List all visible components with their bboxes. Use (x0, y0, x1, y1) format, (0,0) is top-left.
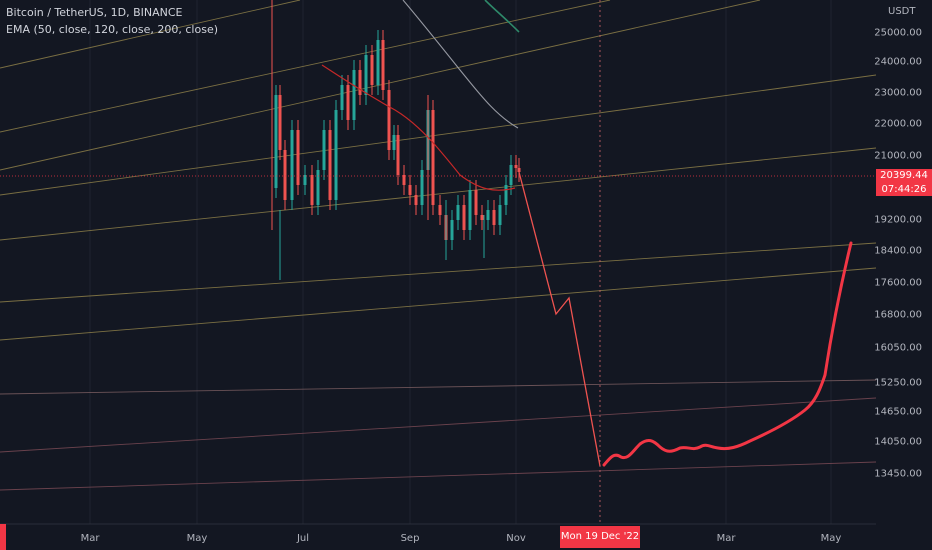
price-axis[interactable]: 25000.00 24000.00 23000.00 22000.00 21000.00… (874, 28, 922, 480)
price-tick-label: 16050.00 (874, 343, 922, 354)
fan-line (0, 379, 877, 395)
candle-body (274, 95, 278, 188)
candle-body (392, 135, 396, 150)
candle-body (381, 40, 385, 90)
candle-body (316, 170, 320, 205)
candle-body (514, 165, 518, 168)
candle-body (370, 55, 374, 85)
price-tick-label: 24000.00 (874, 57, 922, 68)
price-tick-label: 13450.00 (874, 469, 922, 480)
time-tick-label: Nov (506, 533, 526, 544)
price-tick-label: 22000.00 (874, 119, 922, 130)
candle-body (492, 210, 496, 225)
candle-body (364, 55, 368, 95)
symbol-title[interactable]: Bitcoin / TetherUS, 1D, BINANCE (6, 6, 183, 19)
fan-lines (0, 0, 877, 491)
candle-body (303, 175, 307, 185)
candle-body (517, 168, 521, 172)
fan-line (0, 0, 301, 69)
candle-body (480, 215, 484, 220)
time-tick-label: Jul (296, 533, 309, 544)
fan-line (0, 397, 877, 453)
price-axis-unit[interactable]: USDT (888, 6, 916, 17)
candle-body (402, 175, 406, 185)
candle-body (431, 110, 435, 205)
projection-drop-line (518, 171, 601, 467)
price-tick-label: 25000.00 (874, 28, 922, 39)
candle-body (296, 130, 300, 185)
candle-body (456, 205, 460, 220)
time-tick-label: Mar (717, 533, 737, 544)
fan-line (0, 267, 877, 341)
candle-body (334, 110, 338, 200)
price-tick-label: 23000.00 (874, 88, 922, 99)
bar-countdown-badge: 07:44:26 (876, 183, 932, 196)
time-axis-left-marker (0, 524, 6, 550)
candle-body (283, 150, 287, 200)
candle-body (387, 90, 391, 150)
indicator-legend[interactable]: EMA (50, close, 120, close, 200, close) (6, 23, 218, 36)
ema-120-line (402, 0, 519, 129)
price-tick-label: 14050.00 (874, 437, 922, 448)
ema-200-line (484, 0, 520, 33)
candle-body (504, 185, 508, 205)
fan-line (0, 74, 877, 196)
candle-body (414, 195, 418, 205)
fan-line (0, 242, 877, 303)
price-tick-label: 19200.00 (874, 215, 922, 226)
candle-body (376, 40, 380, 85)
candle-body (438, 205, 442, 215)
ema-lines (321, 0, 520, 191)
candle-body (420, 170, 424, 205)
candle-body (278, 95, 282, 150)
grid (89, 0, 832, 524)
price-tick-label: 16800.00 (874, 310, 922, 321)
projection-recovery-curve (602, 241, 853, 467)
time-tick-label: Mar (81, 533, 101, 544)
candle-body (290, 130, 294, 200)
price-tick-label: 17600.00 (874, 278, 922, 289)
candle-body (474, 190, 478, 215)
candle-body (310, 175, 314, 205)
time-tick-label: May (821, 533, 842, 544)
price-tick-label: 14650.00 (874, 407, 922, 418)
candle-body (408, 185, 412, 195)
candle-body (498, 205, 502, 225)
time-axis[interactable]: Mar May Jul Sep Nov Mar May (81, 533, 842, 544)
candle-body (486, 210, 490, 220)
ema-50-line (321, 64, 516, 191)
candle-body (462, 205, 466, 230)
candle-body (328, 130, 332, 200)
candles (271, 0, 521, 280)
fan-line (0, 461, 877, 491)
candle-body (340, 85, 344, 110)
fan-line (0, 147, 877, 241)
candle-body (322, 130, 326, 170)
candle-body (468, 190, 472, 230)
price-tick-label: 15250.00 (874, 378, 922, 389)
candle-body (509, 165, 513, 185)
price-tick-label: 18400.00 (874, 246, 922, 257)
candle-body (358, 70, 362, 95)
time-tick-label: Sep (401, 533, 420, 544)
last-price-badge: 20399.44 (876, 169, 932, 183)
fan-line (0, 0, 761, 171)
price-tick-label: 21000.00 (874, 151, 922, 162)
time-tick-label: May (187, 533, 208, 544)
candle-body (396, 135, 400, 175)
candle-body (352, 70, 356, 120)
crosshair-time-label: Mon 19 Dec '22 (560, 526, 640, 548)
candle-body (346, 85, 350, 120)
candle-body (450, 220, 454, 240)
price-projection (518, 171, 853, 467)
